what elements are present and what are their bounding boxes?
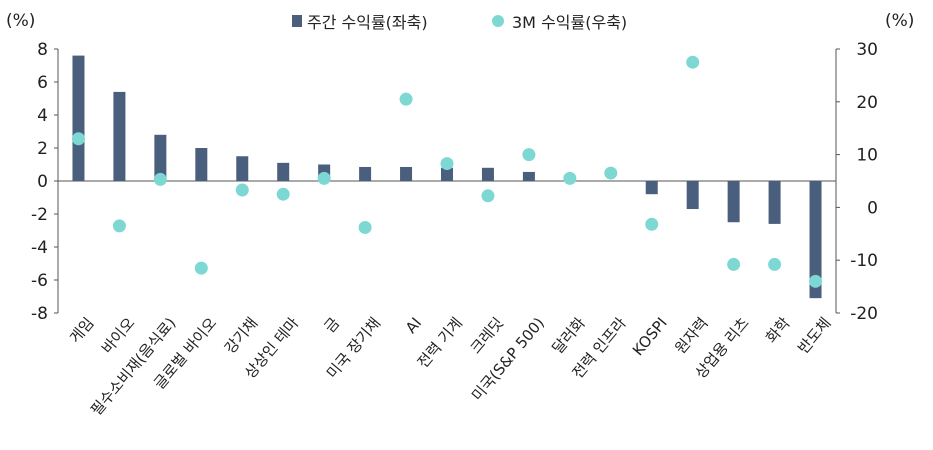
- right-tick-label: 30: [856, 40, 878, 60]
- dot: [809, 274, 823, 288]
- right-tick-label: 20: [856, 93, 878, 113]
- category-label: 화학: [762, 314, 794, 347]
- left-tick-label: 0: [37, 172, 48, 192]
- bar: [154, 134, 167, 181]
- bar: [645, 181, 658, 195]
- bar: [727, 181, 740, 223]
- dot: [235, 183, 249, 197]
- bar: [72, 55, 85, 181]
- dot: [71, 132, 85, 146]
- left-tick-label: 4: [37, 106, 48, 126]
- dot: [112, 219, 126, 233]
- right-tick-label: 10: [856, 146, 878, 166]
- right-axis-ticks: 30 20 10 0 -10 -20: [836, 40, 878, 324]
- category-label: 바이오: [98, 314, 139, 357]
- bar: [400, 166, 413, 181]
- left-tick-label: -2: [31, 205, 48, 225]
- legend-bar-label: 주간 수익률(좌축): [307, 13, 428, 32]
- dot: [153, 172, 167, 186]
- left-tick-label: 2: [37, 139, 48, 159]
- dot: [645, 217, 659, 231]
- category-label: 게임: [66, 314, 98, 347]
- legend: 주간 수익률(좌축) 3M 수익률(우축): [292, 13, 627, 32]
- left-tick-label: 8: [37, 40, 48, 60]
- category-label: KOSPI: [629, 314, 671, 359]
- dot: [399, 92, 413, 106]
- dot: [686, 55, 700, 69]
- dot: [317, 171, 331, 185]
- bar: [236, 156, 249, 181]
- category-label: 크레딧: [467, 314, 507, 357]
- legend-dot-label: 3M 수익률(우축): [512, 13, 627, 32]
- category-label: 원자력: [671, 314, 711, 357]
- bar: [686, 181, 699, 210]
- right-tick-label: -10: [850, 251, 878, 271]
- right-tick-label: 0: [867, 198, 878, 218]
- category-label: 반도체: [794, 314, 834, 357]
- bar: [441, 167, 453, 181]
- legend-dot-swatch: [492, 15, 504, 27]
- legend-bar-swatch: [292, 15, 302, 27]
- dot: [727, 257, 741, 271]
- bar-series: [72, 55, 822, 299]
- bar: [768, 181, 781, 224]
- dot: [358, 220, 372, 234]
- dot: [522, 148, 536, 162]
- bar: [481, 167, 494, 181]
- dot: [604, 166, 618, 180]
- dot: [194, 261, 208, 275]
- dot: [481, 189, 495, 203]
- category-label: AI: [402, 314, 425, 337]
- bar: [277, 162, 290, 181]
- dot: [768, 257, 782, 271]
- category-label: 미국(S&P 500): [468, 314, 548, 404]
- dot: [276, 187, 290, 201]
- left-axis-unit: (%): [6, 11, 35, 31]
- bar: [522, 171, 535, 181]
- left-axis-ticks: 8 6 4 2 0 -2 -4 -6 -8: [31, 40, 58, 324]
- right-axis-unit: (%): [885, 11, 914, 31]
- category-label: 강기채: [221, 314, 261, 357]
- category-label: 달러화: [549, 314, 590, 357]
- bar: [359, 166, 372, 181]
- bar: [195, 148, 208, 181]
- left-tick-label: -6: [31, 271, 48, 291]
- left-tick-label: -4: [31, 238, 48, 258]
- dot: [440, 157, 454, 171]
- left-tick-label: 6: [37, 73, 48, 93]
- bar: [809, 181, 822, 299]
- dot-series: [71, 55, 823, 288]
- bar: [113, 91, 126, 181]
- category-label: 금: [321, 314, 344, 336]
- right-tick-label: -20: [850, 304, 878, 324]
- dot: [563, 171, 577, 185]
- left-tick-label: -8: [31, 304, 48, 324]
